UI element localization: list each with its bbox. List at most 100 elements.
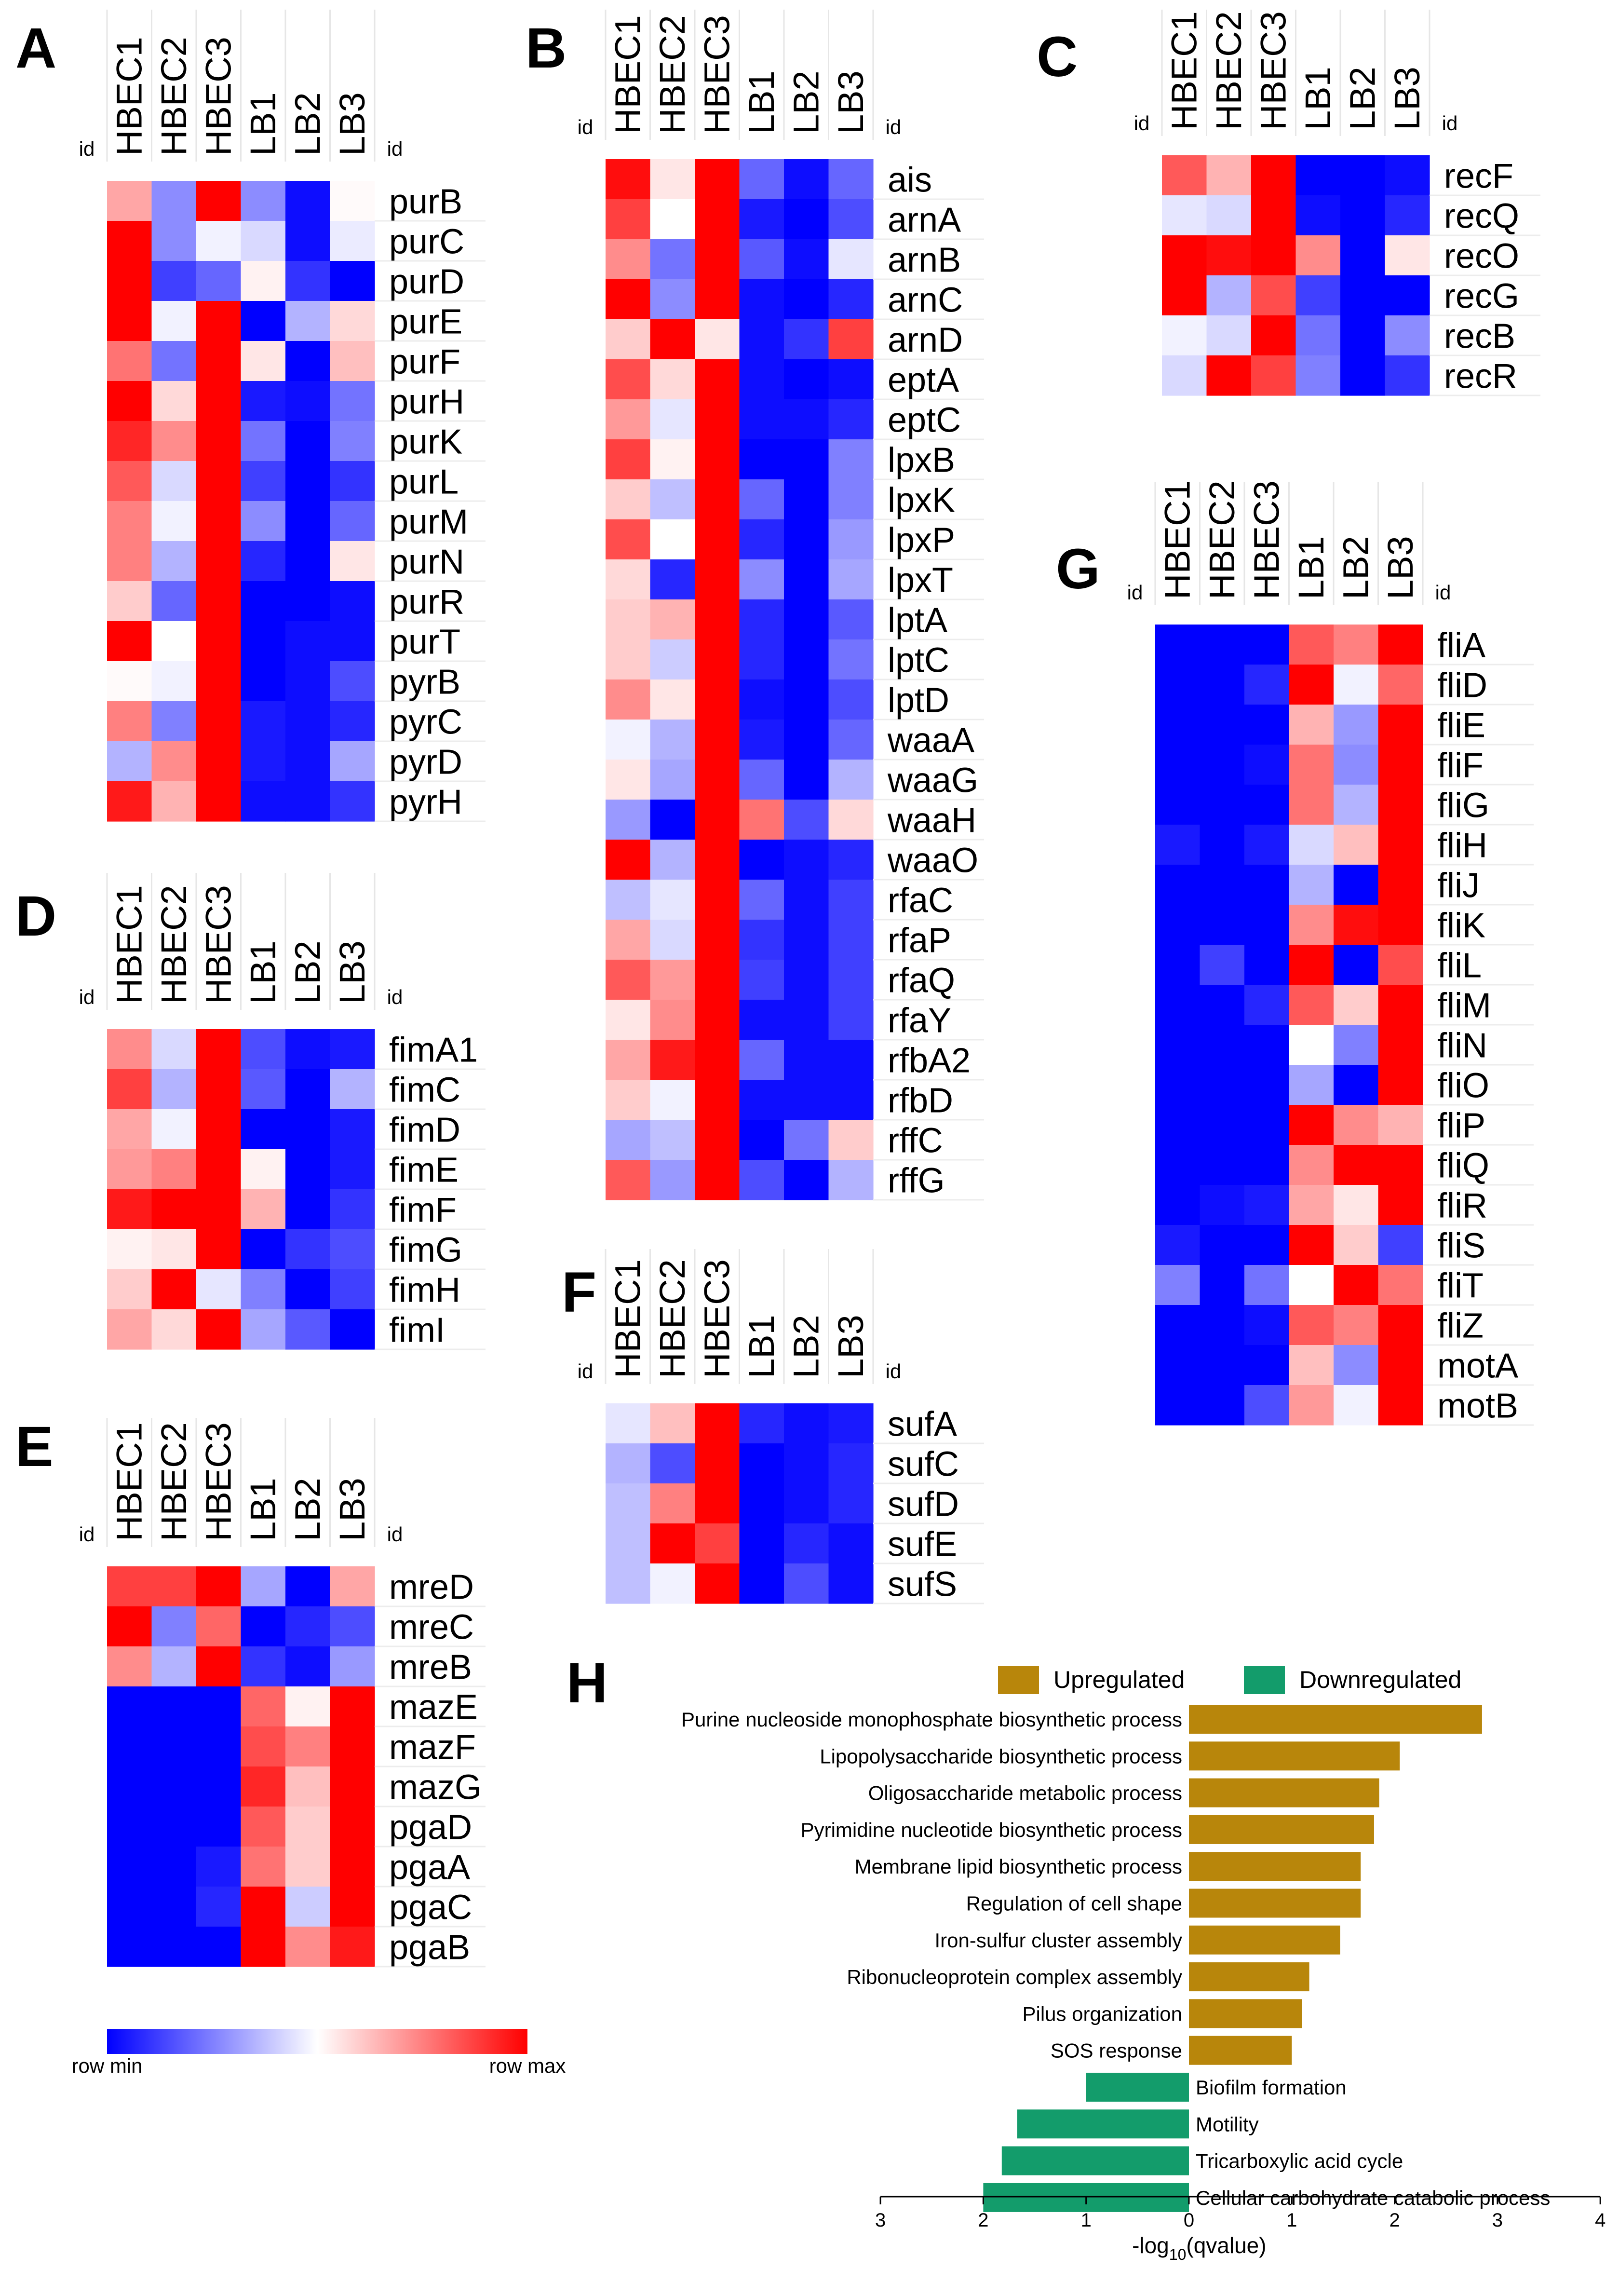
heatmap-cell xyxy=(1289,785,1334,825)
column-header: HBEC3 xyxy=(198,1422,238,1541)
bar xyxy=(1189,1778,1379,1807)
heatmap-cell xyxy=(330,1927,375,1967)
row-label: rfaC xyxy=(888,882,953,920)
heatmap-cell xyxy=(784,1563,829,1604)
heatmap-cell xyxy=(650,840,695,880)
heatmap-cell xyxy=(650,1483,695,1524)
heatmap-cell xyxy=(1289,1065,1334,1105)
row-label: waaH xyxy=(887,802,976,840)
heatmap-cell xyxy=(784,960,829,1000)
heatmap-cell xyxy=(241,781,286,822)
row-label: fliL xyxy=(1437,947,1482,985)
heatmap-cell xyxy=(606,960,651,1000)
row-label: recB xyxy=(1444,317,1515,356)
heatmap-cell xyxy=(241,341,286,381)
column-header: HBEC1 xyxy=(109,885,149,1004)
row-label: pgaC xyxy=(389,1888,472,1927)
heatmap-cell xyxy=(828,1080,874,1120)
heatmap-cell xyxy=(1295,275,1341,316)
heatmap-cell xyxy=(241,1229,286,1270)
row-label: fimC xyxy=(389,1071,460,1110)
heatmap-cell xyxy=(107,701,152,742)
row-label: sufE xyxy=(888,1525,957,1564)
heatmap-cell xyxy=(285,341,331,381)
heatmap-cell xyxy=(107,1566,152,1607)
row-label: recQ xyxy=(1444,197,1519,236)
heatmap-cell xyxy=(1200,1305,1245,1345)
heatmap-cell xyxy=(739,720,784,760)
column-header: HBEC3 xyxy=(198,37,238,156)
heatmap-cell xyxy=(606,479,651,520)
heatmap-cell xyxy=(241,261,286,301)
bar xyxy=(1189,1962,1309,1992)
heatmap-cell xyxy=(1251,275,1296,316)
row-label: sufS xyxy=(888,1565,957,1604)
row-label: rfbD xyxy=(888,1082,953,1120)
column-header: HBEC2 xyxy=(652,1259,692,1378)
heatmap-cell xyxy=(107,221,152,261)
heatmap-cell xyxy=(1155,745,1201,785)
heatmap-cell xyxy=(107,381,152,421)
heatmap-cell xyxy=(107,1606,152,1647)
heatmap-cell xyxy=(695,920,740,960)
heatmap-cell xyxy=(828,319,874,360)
x-tick-label: 2 xyxy=(1389,2210,1400,2231)
heatmap-cell xyxy=(196,701,242,742)
heatmap-cell xyxy=(1251,155,1296,196)
heatmap-cell xyxy=(1378,785,1423,825)
heatmap-cell xyxy=(1155,905,1201,945)
heatmap-cell xyxy=(151,1847,197,1887)
row-label: lpxK xyxy=(888,481,955,520)
heatmap-cell xyxy=(606,639,651,680)
heatmap-cell xyxy=(828,439,874,480)
heatmap-cell xyxy=(285,261,331,301)
heatmap-cell xyxy=(196,341,242,381)
heatmap-cell xyxy=(1200,785,1245,825)
heatmap-cell xyxy=(784,599,829,640)
heatmap-cell xyxy=(151,1309,197,1350)
heatmap-cell xyxy=(151,1229,197,1270)
heatmap-cell xyxy=(650,279,695,320)
heatmap-cell xyxy=(1200,985,1245,1025)
heatmap-cell xyxy=(285,1189,331,1230)
heatmap-cell xyxy=(107,1646,152,1687)
heatmap-cell xyxy=(606,1160,651,1200)
heatmap-cell xyxy=(1244,1345,1290,1386)
heatmap-cell xyxy=(739,1403,784,1444)
bar xyxy=(1189,1705,1482,1734)
heatmap-cell xyxy=(151,1029,197,1070)
row-label: arnB xyxy=(888,241,961,280)
heatmap-cell xyxy=(606,1523,651,1564)
heatmap-cell xyxy=(650,199,695,240)
row-label: pyrB xyxy=(389,663,460,702)
heatmap-cell xyxy=(650,1000,695,1040)
row-label: motA xyxy=(1437,1347,1518,1386)
row-label: purH xyxy=(389,383,464,421)
heatmap-cell xyxy=(1244,1305,1290,1345)
heatmap-cell xyxy=(784,1443,829,1484)
heatmap-cell xyxy=(1200,1385,1245,1426)
heatmap-cell xyxy=(739,1523,784,1564)
heatmap-cell xyxy=(285,181,331,221)
heatmap-cell xyxy=(1289,945,1334,985)
row-label: mreB xyxy=(389,1648,472,1687)
id-label-left: id xyxy=(578,1360,594,1383)
heatmap-cell xyxy=(828,800,874,840)
heatmap-cell xyxy=(1162,195,1207,236)
bar-category-label: Iron-sulfur cluster assembly xyxy=(935,1929,1183,1952)
heatmap-cell xyxy=(285,421,331,462)
heatmap-cell xyxy=(739,840,784,880)
heatmap-cell xyxy=(695,1120,740,1160)
heatmap-cell xyxy=(828,1483,874,1524)
bar-category-label: Regulation of cell shape xyxy=(966,1892,1182,1915)
heatmap-cell xyxy=(241,221,286,261)
heatmap-cell xyxy=(330,1069,375,1110)
heatmap-cell xyxy=(1334,1345,1379,1386)
bar xyxy=(1189,1815,1374,1844)
heatmap-cell xyxy=(285,381,331,421)
heatmap-cell xyxy=(1244,625,1290,665)
heatmap-cell xyxy=(1155,665,1201,705)
heatmap-cell xyxy=(650,800,695,840)
row-label: sufD xyxy=(888,1485,959,1524)
